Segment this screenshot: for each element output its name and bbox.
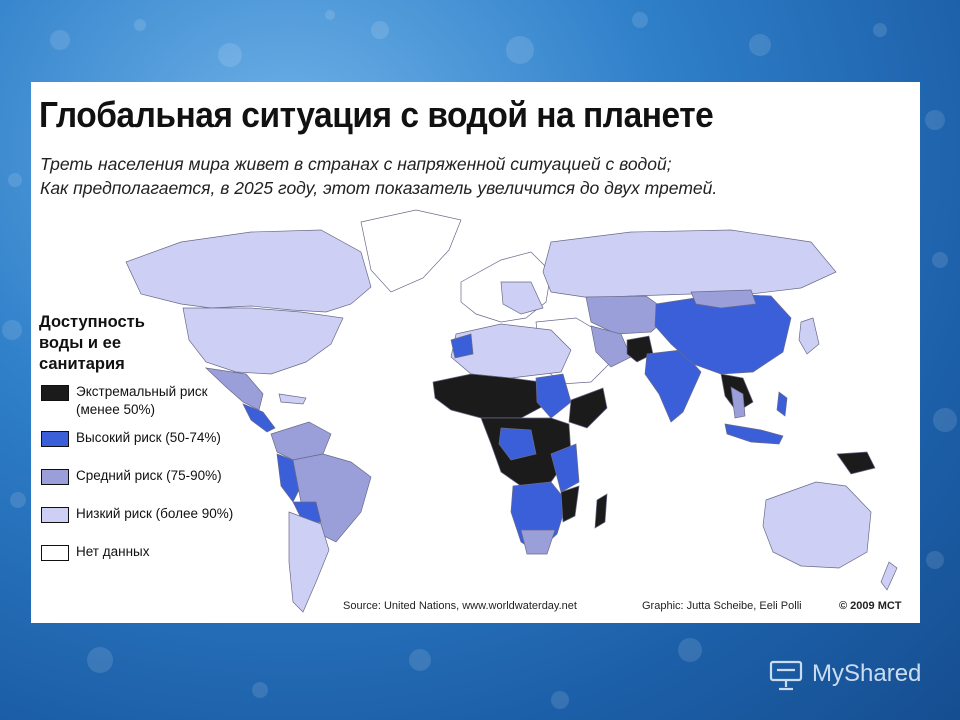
legend-label: Экстремальный риск (менее 50%) [76, 384, 208, 417]
graphic-credit: Graphic: Jutta Scheibe, Eeli Polli [642, 600, 802, 612]
caribbean-region [278, 393, 307, 405]
southern-cone-region [288, 511, 330, 613]
madagascar-region [594, 493, 608, 529]
canada-region [125, 229, 372, 313]
mongolia-region [690, 289, 757, 309]
china-region [654, 293, 792, 375]
legend-swatch [41, 507, 69, 523]
page-title: Глобальная ситуация с водой на планете [39, 94, 714, 135]
sahel-region [432, 373, 552, 419]
south-africa-region [520, 529, 556, 555]
copyright-notice: © 2009 MCT [839, 600, 902, 612]
myshared-watermark: MyShared [768, 655, 948, 695]
legend-item-no-data: Нет данных [39, 543, 299, 581]
usa-region [182, 307, 344, 375]
peru-region [276, 453, 302, 503]
legend-title: Доступность воды и ее санитария [39, 313, 145, 373]
subtitle: Треть населения мира живет в странах с н… [40, 152, 900, 200]
central-america-region [242, 403, 276, 433]
legend-item-extreme-risk: Экстремальный риск (менее 50%) [39, 383, 299, 429]
europe-east-region [500, 281, 544, 315]
sudan-region [535, 373, 572, 419]
philippines-region [776, 391, 788, 417]
congo-region [498, 427, 537, 461]
legend-swatch [41, 469, 69, 485]
indonesia-region [724, 423, 784, 445]
mozambique-region [560, 485, 580, 523]
north-africa-region [450, 323, 572, 379]
legend: Доступность воды и ее санитария Экстрема… [39, 312, 299, 581]
legend-item-high-risk: Высокий риск (50-74%) [39, 429, 299, 467]
russia-region [542, 229, 837, 299]
legend-label: Средний риск (75-90%) [76, 468, 222, 483]
horn-of-africa-region [568, 387, 608, 429]
iran-region [590, 325, 632, 368]
legend-item-low-risk: Низкий риск (более 90%) [39, 505, 299, 543]
legend-swatch [41, 385, 69, 401]
source-credit: Source: United Nations, www.worldwaterda… [343, 600, 577, 612]
australia-region [762, 481, 872, 569]
legend-label: Нет данных [76, 544, 150, 559]
world-water-risk-map [125, 209, 898, 613]
central-asia-region [585, 295, 672, 335]
japan-region [798, 317, 820, 355]
greenland-region [360, 209, 462, 293]
presentation-board-icon [769, 660, 803, 691]
subtitle-line: Как предполагается, в 2025 году, этот по… [40, 178, 718, 198]
legend-label: Низкий риск (более 90%) [76, 506, 234, 521]
subtitle-line: Треть населения мира живет в странах с н… [40, 154, 672, 174]
new-zealand-region [880, 561, 898, 591]
watermark-text: MyShared [812, 660, 922, 687]
legend-swatch [41, 431, 69, 447]
morocco-region [450, 333, 474, 359]
legend-label: Высокий риск (50-74%) [76, 430, 221, 445]
water-situation-card: Глобальная ситуация с водой на планете Т… [31, 82, 920, 623]
mexico-region [204, 367, 264, 411]
legend-swatch [41, 545, 69, 561]
legend-item-medium-risk: Средний риск (75-90%) [39, 467, 299, 505]
papua-new-guinea-region [836, 451, 876, 475]
east-africa-region [550, 443, 580, 493]
thailand-region [730, 386, 746, 419]
bolivia-region [292, 501, 322, 523]
